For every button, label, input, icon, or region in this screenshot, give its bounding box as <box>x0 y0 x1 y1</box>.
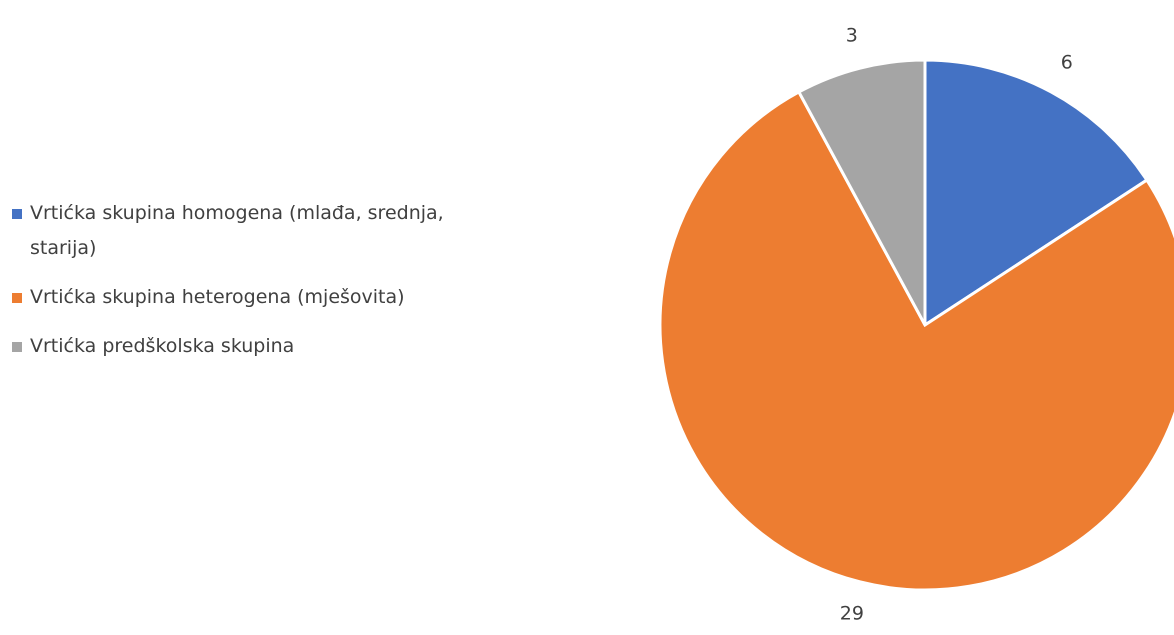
legend-label: Vrtićka skupina heterogena (mješovita) <box>30 286 405 308</box>
legend-label: Vrtićka predškolska skupina <box>30 335 295 357</box>
pie-slice <box>923 58 1149 328</box>
legend-item: Vrtićka skupina heterogena (mješovita) <box>12 280 462 315</box>
legend-item: Vrtićka skupina homogena (mlađa, srednja… <box>12 196 462 266</box>
data-label: 6 <box>1061 51 1073 73</box>
legend-swatch <box>12 209 22 219</box>
legend-swatch <box>12 342 22 352</box>
pie-slice <box>658 89 1174 592</box>
legend: Vrtićka skupina homogena (mlađa, srednja… <box>12 196 462 378</box>
legend-label: Vrtićka skupina homogena (mlađa, srednja… <box>30 202 444 259</box>
data-label: 3 <box>846 25 858 47</box>
legend-swatch <box>12 293 22 303</box>
pie-slice <box>796 58 927 326</box>
data-label: 29 <box>840 602 864 624</box>
legend-item: Vrtićka predškolska skupina <box>12 329 462 364</box>
